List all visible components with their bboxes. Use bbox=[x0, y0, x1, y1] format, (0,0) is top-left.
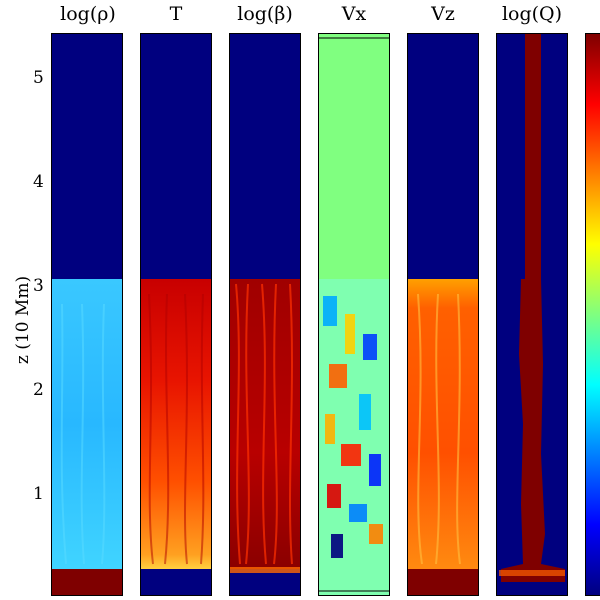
panel-title-vx: Vx bbox=[341, 3, 367, 25]
panel-q bbox=[496, 33, 568, 596]
panel-title-vz: Vz bbox=[431, 3, 455, 25]
panel-rho-plot bbox=[52, 34, 122, 595]
panel-vx bbox=[318, 33, 390, 596]
panel-beta-plot bbox=[230, 34, 300, 595]
colorbar-gradient bbox=[586, 34, 600, 595]
y-tick-2: 2 bbox=[33, 380, 44, 400]
colorbar bbox=[585, 33, 600, 596]
panel-rho bbox=[51, 33, 123, 596]
panel-vz bbox=[407, 33, 479, 596]
y-axis-label: z (10 Mm) bbox=[13, 275, 33, 365]
y-tick-4: 4 bbox=[33, 172, 44, 192]
panel-t-plot bbox=[141, 34, 211, 595]
panel-title-q: log(Q) bbox=[501, 3, 563, 25]
panel-vx-plot bbox=[319, 34, 389, 595]
panel-beta bbox=[229, 33, 301, 596]
panel-title-t: T bbox=[169, 3, 183, 25]
panel-t bbox=[140, 33, 212, 596]
y-tick-3: 3 bbox=[33, 276, 44, 296]
panel-title-rho: log(ρ) bbox=[60, 3, 116, 25]
y-tick-5: 5 bbox=[33, 68, 44, 88]
panel-title-beta: log(β) bbox=[237, 3, 293, 25]
panel-vz-plot bbox=[408, 34, 478, 595]
panel-q-plot bbox=[497, 34, 567, 595]
y-tick-1: 1 bbox=[33, 484, 44, 504]
